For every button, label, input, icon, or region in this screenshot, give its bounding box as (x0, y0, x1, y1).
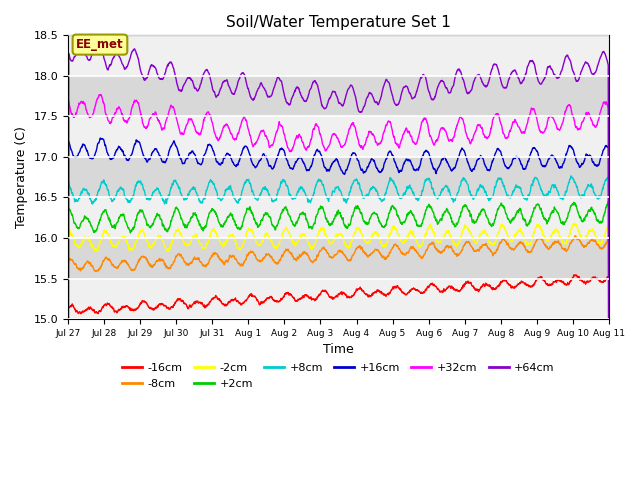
Bar (68, 76, 609, 117)
Bar (68, 36, 609, 76)
Title: Soil/Water Temperature Set 1: Soil/Water Temperature Set 1 (226, 15, 451, 30)
Text: EE_met: EE_met (76, 38, 124, 51)
Bar (68, 278, 609, 319)
Y-axis label: Temperature (C): Temperature (C) (15, 126, 28, 228)
Bar (68, 238, 609, 278)
Bar (68, 197, 609, 238)
X-axis label: Time: Time (323, 343, 354, 356)
Legend: -16cm, -8cm, -2cm, +2cm, +8cm, +16cm, +32cm, +64cm: -16cm, -8cm, -2cm, +2cm, +8cm, +16cm, +3… (118, 359, 559, 393)
Bar (68, 157, 609, 197)
Bar (68, 117, 609, 157)
